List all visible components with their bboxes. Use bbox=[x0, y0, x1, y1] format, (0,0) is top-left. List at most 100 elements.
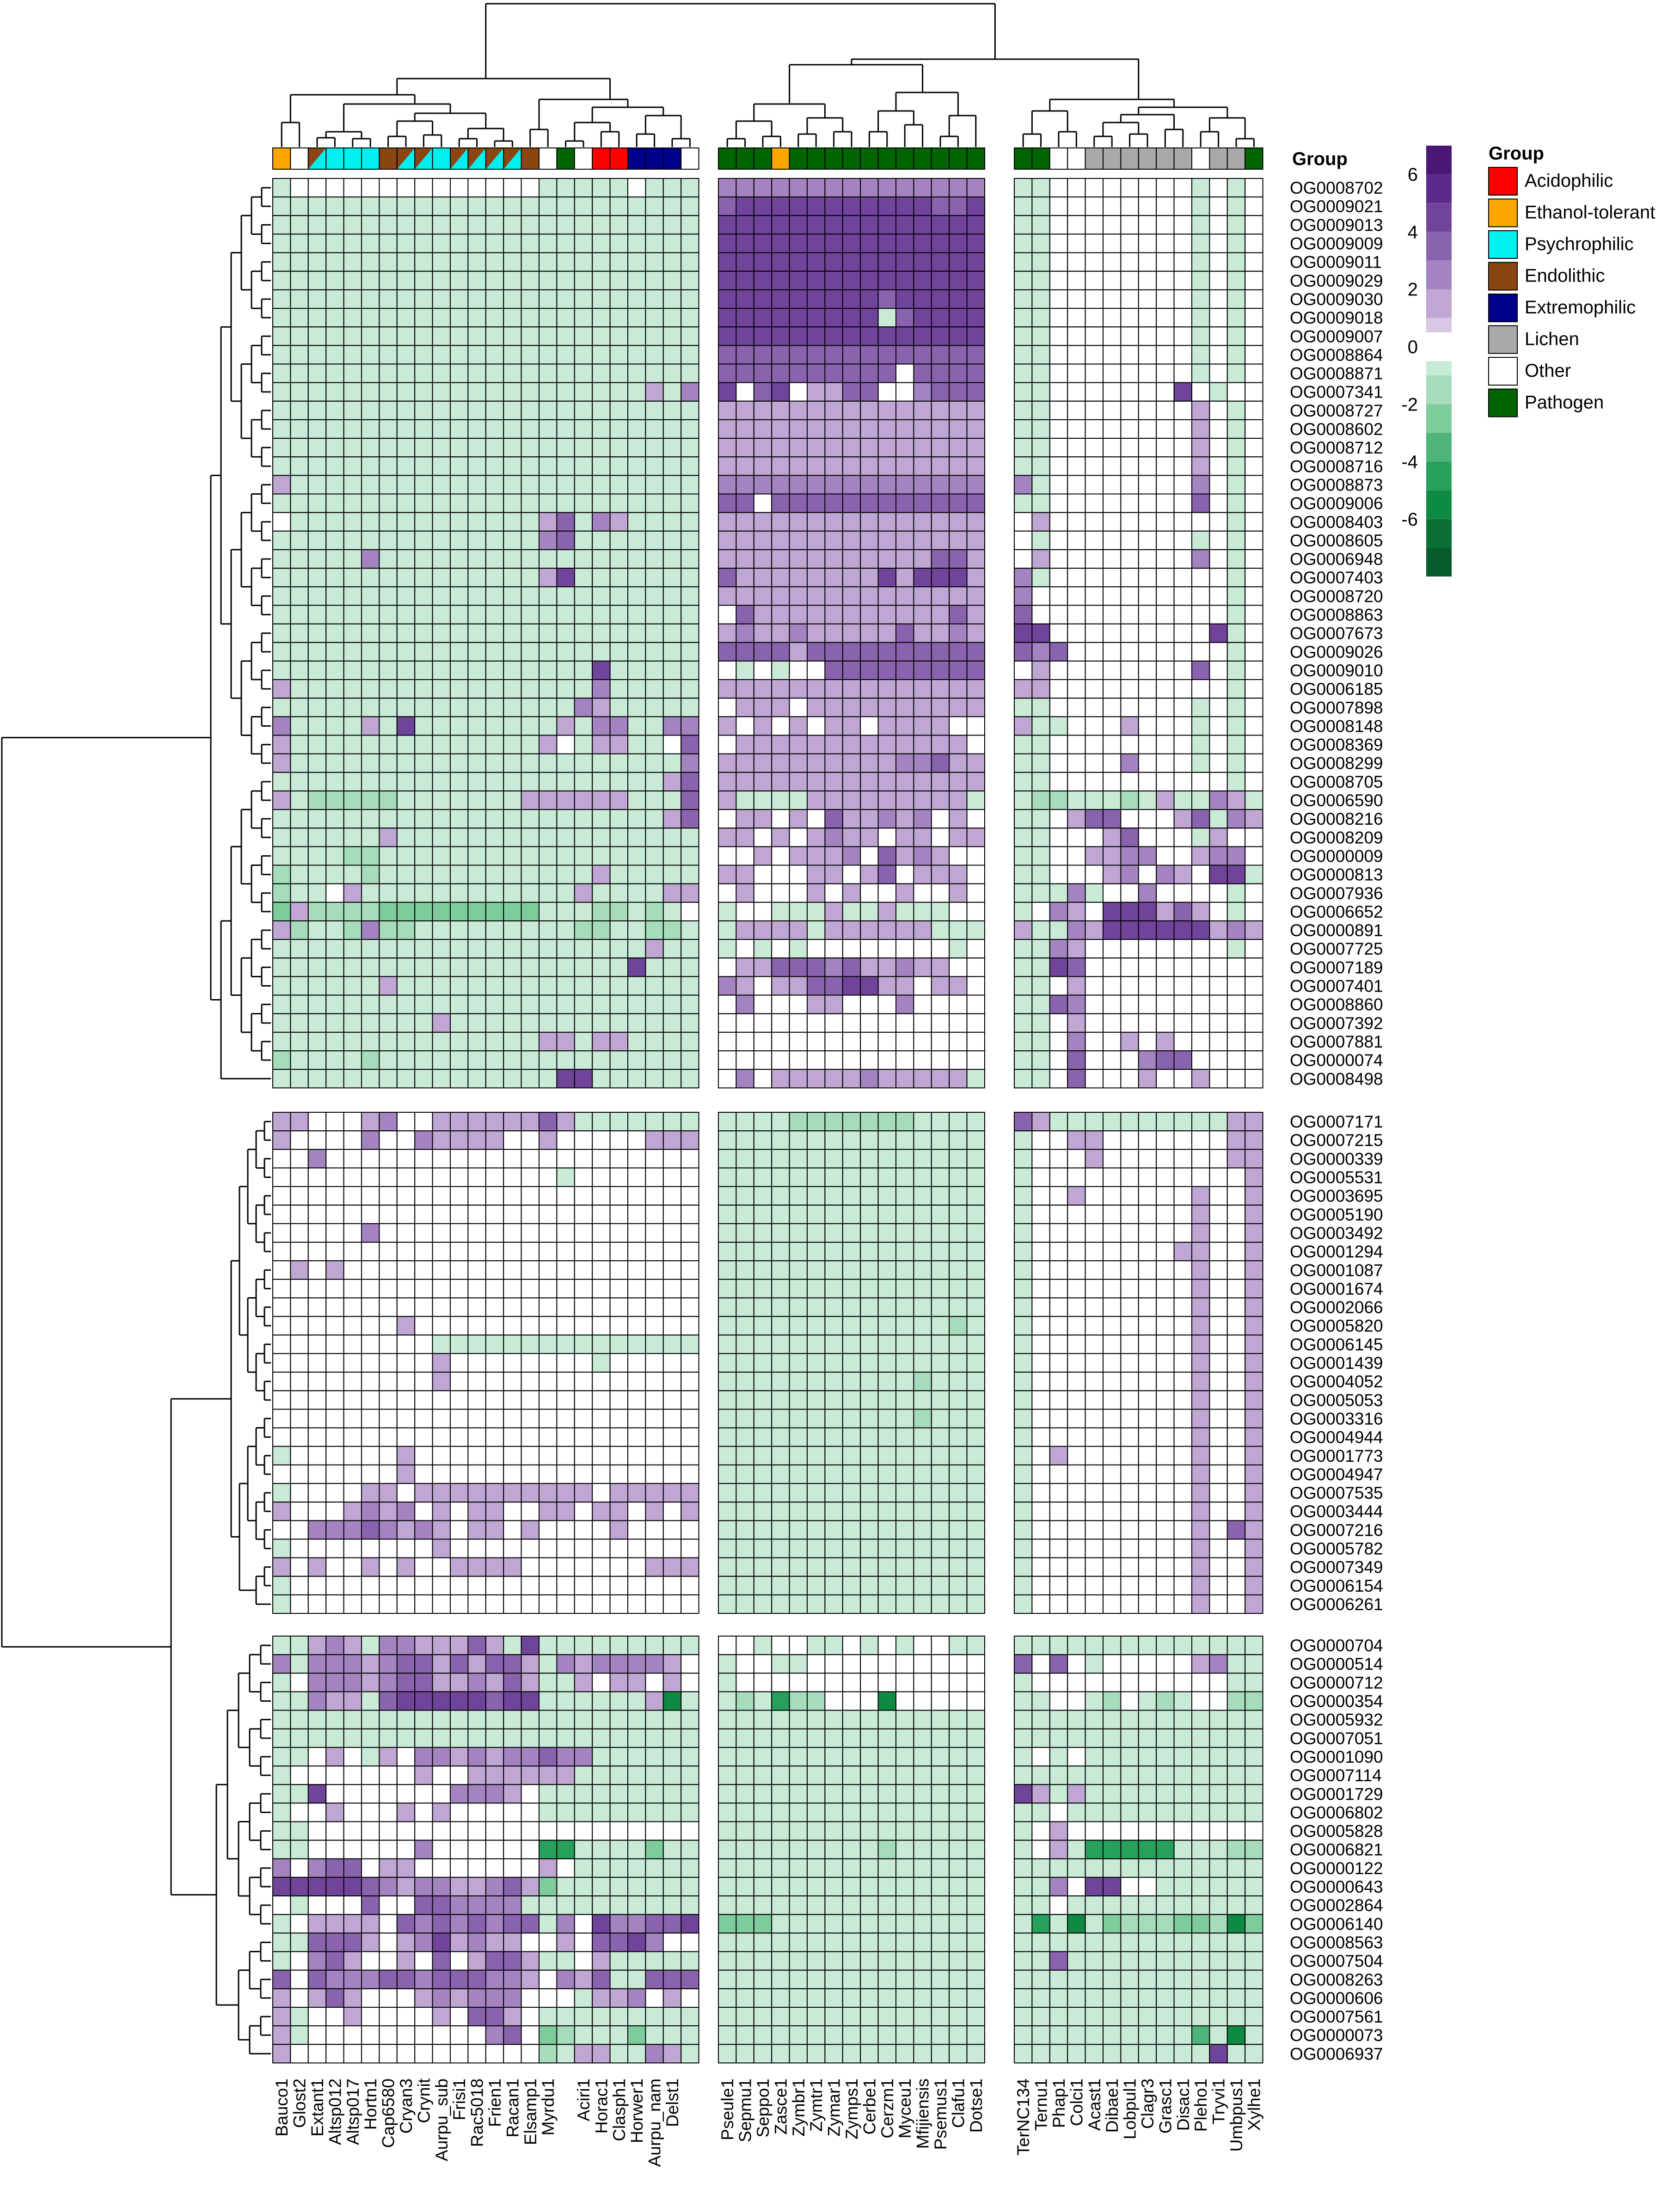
heatmap-cell bbox=[272, 1446, 291, 1465]
heatmap-cell bbox=[771, 1130, 790, 1150]
heatmap-cell bbox=[396, 1316, 416, 1336]
heatmap-cell bbox=[325, 1390, 344, 1410]
heatmap-cell bbox=[414, 1204, 433, 1224]
heatmap-cell bbox=[272, 1013, 291, 1033]
heatmap-cell bbox=[290, 438, 309, 458]
heatmap-cell bbox=[627, 642, 646, 662]
heatmap-cell bbox=[966, 772, 986, 791]
heatmap-cell bbox=[361, 345, 380, 365]
group-annotation-cell bbox=[609, 147, 628, 170]
heatmap-cell bbox=[432, 623, 451, 643]
heatmap-cell bbox=[895, 215, 914, 235]
heatmap-cell bbox=[361, 363, 380, 383]
heatmap-cell bbox=[485, 1316, 504, 1336]
heatmap-cell bbox=[485, 939, 504, 959]
heatmap-cell bbox=[1014, 1446, 1033, 1465]
heatmap-cell bbox=[1120, 568, 1139, 588]
heatmap-cell bbox=[1067, 1539, 1086, 1558]
heatmap-cell bbox=[1031, 1050, 1050, 1070]
heatmap-cell bbox=[895, 1557, 914, 1577]
heatmap-cell bbox=[1103, 438, 1122, 458]
heatmap-cell bbox=[1156, 289, 1175, 309]
heatmap-cell bbox=[379, 605, 398, 625]
heatmap-cell bbox=[771, 1747, 790, 1766]
heatmap-cell bbox=[789, 605, 808, 625]
heatmap-cell bbox=[1014, 493, 1033, 513]
heatmap-cell bbox=[485, 289, 504, 309]
heatmap-cell bbox=[307, 920, 327, 940]
heatmap-cell bbox=[503, 1691, 522, 1711]
heatmap-cell bbox=[966, 1186, 986, 1206]
heatmap-cell bbox=[521, 1673, 540, 1692]
heatmap-cell bbox=[574, 1130, 593, 1150]
heatmap-cell bbox=[681, 1710, 699, 1729]
heatmap-cell bbox=[1120, 1594, 1139, 1614]
heatmap-cell bbox=[1085, 1502, 1104, 1521]
heatmap-cell bbox=[789, 828, 808, 847]
heatmap-cell bbox=[521, 568, 540, 588]
heatmap-cell bbox=[379, 901, 398, 921]
heatmap-cell bbox=[824, 419, 843, 439]
heatmap-cell bbox=[361, 1576, 380, 1595]
heatmap-cell bbox=[503, 716, 522, 736]
heatmap-cell bbox=[627, 1728, 646, 1748]
heatmap-cell bbox=[718, 716, 737, 736]
heatmap-cell bbox=[1085, 1334, 1104, 1354]
heatmap-cell bbox=[1173, 270, 1193, 290]
heatmap-cell bbox=[467, 1557, 486, 1577]
heatmap-cell bbox=[931, 178, 950, 198]
heatmap-cell bbox=[379, 846, 398, 866]
heatmap-cell bbox=[450, 920, 469, 940]
heatmap-cell bbox=[325, 1446, 344, 1465]
heatmap-cell bbox=[877, 1372, 896, 1392]
heatmap-cell bbox=[913, 196, 932, 216]
heatmap-cell bbox=[361, 1747, 380, 1766]
heatmap-cell bbox=[931, 1372, 950, 1392]
heatmap-cell bbox=[1156, 846, 1175, 866]
heatmap-cell bbox=[272, 1372, 291, 1392]
heatmap-cell bbox=[1245, 252, 1263, 272]
heatmap-cell bbox=[432, 846, 451, 866]
heatmap-cell bbox=[627, 605, 646, 625]
heatmap-cell bbox=[361, 1050, 380, 1070]
heatmap-cell bbox=[736, 382, 754, 402]
heatmap-cell bbox=[539, 864, 558, 884]
heatmap-cell bbox=[718, 1784, 737, 1804]
heatmap-cell bbox=[521, 1186, 540, 1206]
heatmap-cell bbox=[949, 1728, 968, 1748]
heatmap-cell bbox=[467, 1279, 486, 1299]
heatmap-cell bbox=[807, 1427, 826, 1447]
heatmap-cell bbox=[485, 233, 504, 253]
heatmap-cell bbox=[556, 1167, 575, 1187]
heatmap-cell bbox=[574, 1747, 593, 1766]
heatmap-cell bbox=[627, 1654, 646, 1674]
heatmap-cell bbox=[1049, 772, 1068, 791]
heatmap-cell bbox=[877, 400, 896, 420]
group-annotation-cell bbox=[807, 147, 826, 170]
heatmap-cell bbox=[681, 178, 699, 198]
heatmap-cell bbox=[1103, 1050, 1122, 1070]
heatmap-cell bbox=[681, 530, 699, 550]
heatmap-cell bbox=[307, 809, 327, 829]
heatmap-cell bbox=[432, 1710, 451, 1729]
heatmap-cell bbox=[1156, 382, 1175, 402]
heatmap-cell bbox=[539, 1766, 558, 1785]
heatmap-cell bbox=[842, 1710, 861, 1729]
heatmap-cell bbox=[1067, 1766, 1086, 1785]
heatmap-cell bbox=[574, 791, 593, 810]
heatmap-cell bbox=[1226, 957, 1246, 977]
heatmap-cell bbox=[913, 623, 932, 643]
heatmap-cell bbox=[414, 1069, 433, 1089]
heatmap-cell bbox=[789, 1297, 808, 1317]
heatmap-cell bbox=[1209, 1204, 1228, 1224]
heatmap-cell bbox=[1209, 1013, 1228, 1033]
heatmap-cell bbox=[1191, 568, 1210, 588]
heatmap-cell bbox=[789, 196, 808, 216]
heatmap-cell bbox=[1156, 1390, 1175, 1410]
heatmap-cell bbox=[1191, 1372, 1210, 1392]
heatmap-cell bbox=[539, 1297, 558, 1317]
heatmap-cell bbox=[1191, 326, 1210, 346]
heatmap-cell bbox=[592, 1654, 611, 1674]
heatmap-cell bbox=[574, 456, 593, 476]
heatmap-cell bbox=[1014, 605, 1033, 625]
